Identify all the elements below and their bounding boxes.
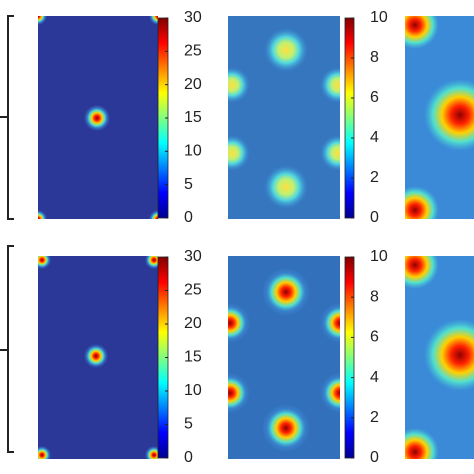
colorbar xyxy=(344,256,355,459)
colorbar-tick-label: 0 xyxy=(184,209,193,226)
colorbar-tick-label: 10 xyxy=(370,248,388,265)
heatmap-4 xyxy=(38,256,158,459)
colorbar-tick-label: 25 xyxy=(184,282,202,299)
colorbar-tick-label: 0 xyxy=(370,449,379,466)
colorbar-tick-label: 4 xyxy=(370,129,379,146)
brackets xyxy=(0,15,14,453)
colorbar-tick-label: 0 xyxy=(184,449,193,466)
colorbar-tick-label: 10 xyxy=(184,382,202,399)
colorbar-tick-label: 20 xyxy=(184,76,202,93)
colorbar-tick-label: 10 xyxy=(184,143,202,160)
colorbar-tick-label: 8 xyxy=(370,288,379,305)
colorbar-tick-label: 10 xyxy=(370,9,388,26)
colorbar-tick-label: 2 xyxy=(370,169,379,186)
heatmap-3 xyxy=(405,16,474,219)
colorbar-tick-label: 5 xyxy=(184,416,193,433)
colorbar-tick-label: 6 xyxy=(370,329,379,346)
heatmap-5 xyxy=(228,256,340,459)
colorbar-tick-label: 30 xyxy=(184,248,202,265)
colorbar-tick-label: 5 xyxy=(184,176,193,193)
colorbar-tick-label: 2 xyxy=(370,409,379,426)
heatmap-1 xyxy=(38,16,158,219)
colorbar-tick-label: 15 xyxy=(184,349,202,366)
colorbar-tick-label: 20 xyxy=(184,315,202,332)
colorbar xyxy=(344,17,355,219)
heatmap-6 xyxy=(405,256,474,459)
colorbar-tick-label: 30 xyxy=(184,9,202,26)
colorbar-tick-label: 25 xyxy=(184,43,202,60)
colorbar-tick-label: 6 xyxy=(370,89,379,106)
colorbar-tick-label: 0 xyxy=(370,209,379,226)
colorbar-tick-label: 15 xyxy=(184,109,202,126)
heatmap-2 xyxy=(228,16,340,219)
colorbar-tick-label: 4 xyxy=(370,369,379,386)
colorbar-tick-label: 8 xyxy=(370,49,379,66)
